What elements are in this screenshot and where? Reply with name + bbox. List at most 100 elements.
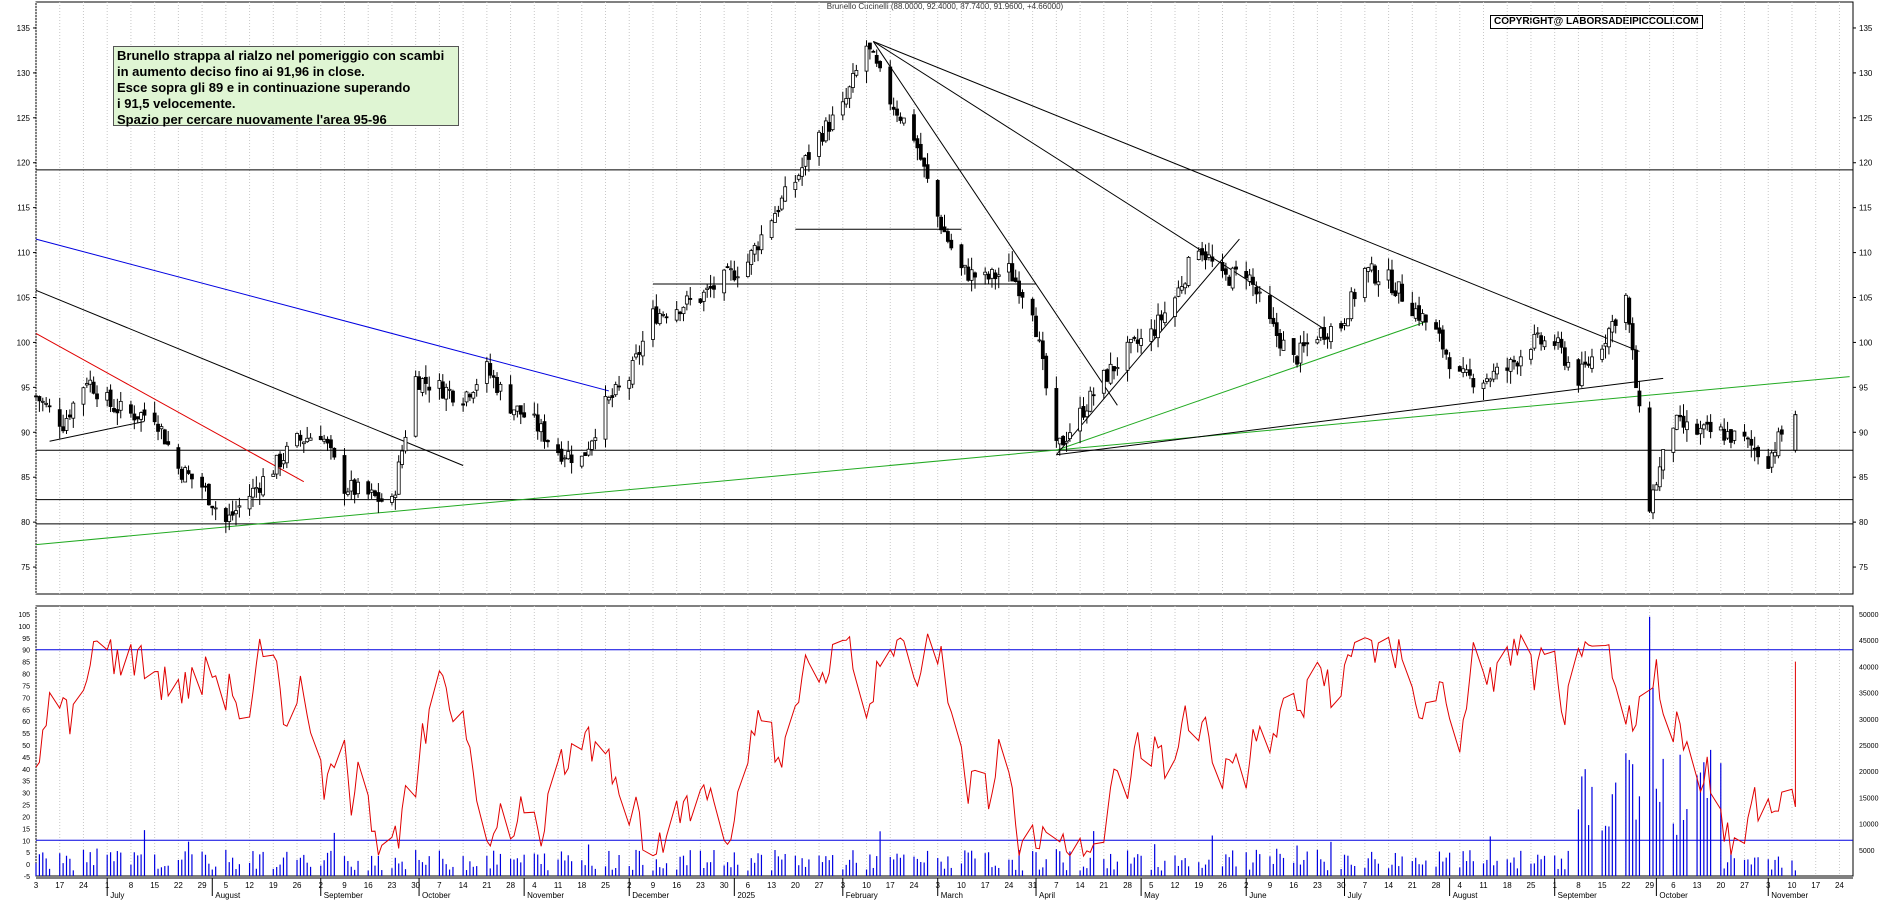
candle-body: [1254, 286, 1259, 295]
candle-body: [342, 455, 347, 494]
x-month-label: November: [527, 891, 564, 900]
candle-body: [301, 441, 306, 445]
x-day-tick-label: 16: [672, 881, 681, 890]
x-day-tick-label: 17: [981, 881, 990, 890]
y-tick-label-left: 120: [17, 159, 31, 168]
candle-body: [1464, 369, 1469, 373]
chart-title: Brunello Cucinelli (88.0000, 92.4000, 87…: [826, 2, 1064, 11]
candle-body: [423, 376, 428, 384]
candle-body: [515, 405, 520, 412]
x-day-tick-label: 21: [1408, 881, 1417, 890]
candle-body: [71, 402, 76, 419]
x-day-tick-label: 24: [1835, 881, 1844, 890]
candle-body: [1417, 305, 1421, 321]
x-month-label: March: [941, 891, 963, 900]
candle-body: [912, 114, 916, 141]
last-candle-body: [1793, 414, 1798, 451]
osc-y-tick-label: 40: [22, 767, 30, 774]
x-day-tick-label: 4: [532, 881, 537, 890]
candle-body: [640, 340, 645, 357]
osc-y-tick-label: 60: [22, 719, 30, 726]
candle-body: [1081, 406, 1086, 418]
candle-body: [230, 511, 235, 516]
y-tick-label-right: 80: [1859, 518, 1868, 527]
candle-body: [1342, 323, 1347, 326]
candle-body: [983, 271, 988, 276]
candle-body: [844, 98, 849, 105]
candle-body: [735, 276, 740, 279]
y-tick-label-left: 130: [17, 69, 31, 78]
candle-body: [1091, 394, 1096, 397]
candle-body: [1535, 332, 1540, 335]
candle-body: [352, 479, 357, 495]
candle-body: [545, 440, 550, 443]
candle-body: [210, 505, 215, 509]
candle-body: [1576, 359, 1581, 386]
x-day-tick-label: 28: [1432, 881, 1441, 890]
osc-y-tick-label: 75: [22, 683, 30, 690]
candle-body: [1196, 250, 1201, 260]
candle-body: [1484, 378, 1489, 382]
candle-body: [1210, 256, 1215, 262]
candle-body: [1247, 274, 1252, 282]
osc-y-tick-label: 15: [22, 826, 30, 833]
candle-body: [1315, 339, 1320, 344]
candle-body: [451, 390, 455, 403]
candle-body: [1400, 283, 1405, 302]
candle-body: [1156, 314, 1160, 339]
x-day-tick-label: 16: [364, 881, 373, 890]
candle-body: [203, 485, 208, 488]
candle-body: [1064, 440, 1069, 444]
candle-body: [630, 360, 635, 385]
candle-body: [1657, 466, 1662, 488]
candle-body: [874, 54, 879, 64]
candle-body: [535, 414, 540, 432]
candle-body: [1393, 290, 1398, 297]
candle-body: [1542, 340, 1547, 348]
x-day-tick-label: 26: [1218, 881, 1227, 890]
candle-body: [657, 313, 662, 325]
candle-body: [40, 400, 45, 403]
candle-body: [1162, 312, 1167, 323]
candle-body: [1701, 424, 1706, 430]
note-line: in aumento deciso fino ai 91,96 in close…: [117, 64, 365, 79]
candle-body: [95, 393, 99, 400]
candle-body: [298, 434, 303, 441]
candle-body: [156, 423, 160, 432]
candle-body: [681, 306, 686, 315]
candle-body: [1200, 248, 1205, 256]
x-day-tick-label: 6: [746, 881, 751, 890]
candle-body: [820, 133, 825, 142]
x-month-label: September: [324, 891, 363, 900]
osc-y-tick-label: 55: [22, 731, 30, 738]
candle-body: [579, 455, 584, 467]
y-tick-label-right: 95: [1859, 383, 1868, 392]
x-day-tick-label: 9: [651, 881, 656, 890]
candle-body: [1566, 361, 1571, 368]
candle-body: [332, 447, 337, 458]
x-day-tick-label: 22: [1621, 881, 1630, 890]
candle-body: [373, 490, 377, 496]
note-line: Esce sopra gli 89 e in continuazione sup…: [117, 80, 411, 95]
candle-body: [498, 383, 503, 392]
candle-body: [1613, 319, 1618, 326]
candle-body: [569, 454, 574, 464]
candle-body: [1508, 359, 1513, 372]
x-day-tick-label: 22: [174, 881, 183, 890]
x-day-tick-label: 10: [1788, 881, 1797, 890]
x-day-tick-label: 15: [1598, 881, 1607, 890]
candle-body: [776, 209, 781, 213]
candle-body: [925, 164, 930, 179]
candle-body: [1420, 313, 1425, 323]
candle-body: [1600, 348, 1605, 360]
candle-body: [1183, 283, 1188, 289]
x-day-tick-label: 4: [1458, 881, 1463, 890]
candle-body: [237, 505, 242, 508]
y-tick-label-right: 130: [1859, 69, 1873, 78]
candle-body: [823, 120, 828, 142]
candle-body: [759, 234, 764, 251]
candle-body: [1437, 327, 1442, 334]
candle-body: [366, 481, 371, 495]
candle-body: [1186, 256, 1191, 286]
note-line: i 91,5 velocemente.: [117, 96, 236, 111]
